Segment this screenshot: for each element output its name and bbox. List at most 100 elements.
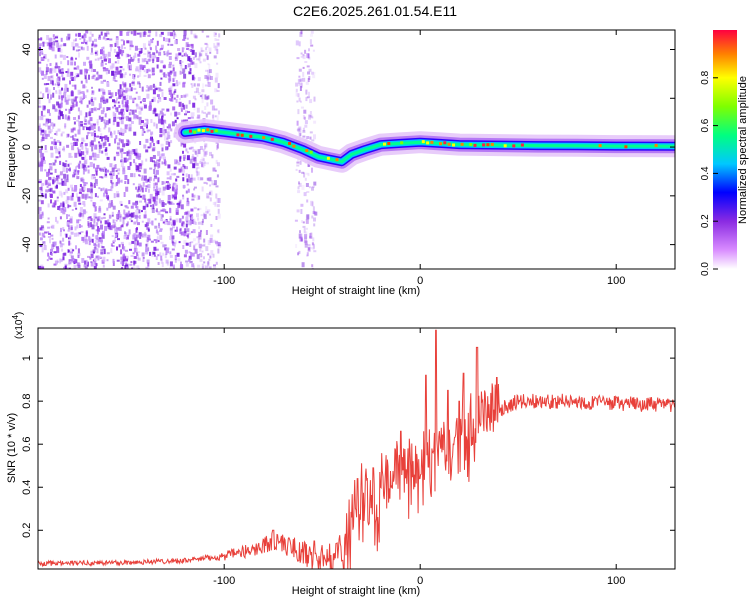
noise-speckle — [80, 231, 84, 233]
ridge-hotspot — [335, 158, 339, 162]
noise-speckle — [59, 54, 63, 58]
noise-speckle — [190, 116, 194, 119]
noise-speckle — [310, 30, 314, 34]
noise-speckle — [74, 43, 77, 48]
noise-speckle — [126, 94, 129, 100]
noise-speckle — [65, 71, 69, 73]
noise-speckle — [298, 126, 302, 130]
noise-speckle — [144, 58, 147, 62]
noise-speckle — [87, 255, 90, 258]
noise-speckle — [185, 190, 188, 194]
noise-speckle — [124, 90, 128, 94]
noise-speckle — [90, 140, 94, 146]
snr-multiplier-close: ) — [14, 312, 25, 315]
noise-speckle — [77, 129, 81, 135]
noise-speckle — [181, 222, 185, 225]
noise-speckle — [59, 171, 63, 176]
noise-speckle — [145, 222, 149, 227]
noise-speckle — [85, 85, 87, 88]
noise-speckle — [94, 167, 98, 172]
noise-speckle — [97, 255, 100, 261]
noise-speckle — [90, 182, 92, 187]
noise-speckle — [48, 37, 52, 43]
noise-speckle — [169, 254, 173, 258]
noise-speckle — [68, 214, 70, 217]
noise-speckle — [55, 156, 59, 159]
noise-speckle — [137, 222, 140, 226]
noise-speckle — [66, 174, 69, 180]
noise-speckle — [154, 182, 158, 186]
noise-speckle — [66, 71, 70, 77]
noise-speckle — [47, 109, 50, 114]
noise-speckle — [74, 152, 78, 158]
noise-speckle — [62, 77, 66, 81]
noise-speckle — [99, 199, 103, 202]
noise-speckle — [38, 179, 42, 183]
noise-speckle — [304, 240, 308, 245]
noise-speckle — [134, 109, 137, 113]
noise-speckle — [152, 89, 156, 95]
noise-speckle — [297, 186, 300, 190]
noise-speckle — [123, 116, 127, 119]
noise-speckle — [213, 55, 217, 59]
noise-speckle — [85, 231, 88, 237]
noise-speckle — [174, 189, 178, 195]
noise-speckle — [46, 259, 49, 262]
noise-speckle — [149, 204, 152, 207]
noise-speckle — [40, 161, 44, 167]
noise-speckle — [45, 118, 49, 124]
noise-speckle — [88, 241, 91, 246]
noise-speckle — [138, 232, 142, 237]
noise-speckle — [170, 112, 172, 116]
noise-speckle — [65, 160, 68, 163]
noise-speckle — [171, 239, 174, 244]
noise-speckle — [64, 116, 66, 120]
noise-speckle — [97, 57, 100, 61]
noise-speckle — [152, 143, 155, 146]
noise-speckle — [59, 243, 63, 248]
noise-speckle — [151, 67, 155, 73]
noise-speckle — [126, 54, 129, 57]
noise-speckle — [195, 167, 198, 173]
noise-speckle — [115, 36, 119, 41]
noise-speckle — [166, 177, 170, 180]
noise-speckle — [106, 107, 109, 111]
noise-speckle — [48, 168, 51, 173]
noise-speckle — [193, 188, 196, 191]
noise-speckle — [60, 100, 63, 104]
noise-speckle — [38, 206, 42, 211]
noise-speckle — [177, 81, 181, 85]
noise-speckle — [179, 60, 182, 65]
noise-speckle — [218, 33, 221, 38]
noise-speckle — [68, 108, 71, 114]
noise-speckle — [126, 31, 130, 36]
noise-speckle — [138, 50, 142, 54]
noise-speckle — [93, 125, 96, 130]
noise-speckle — [176, 202, 180, 205]
noise-speckle — [200, 214, 204, 217]
ridge-hotspot — [490, 142, 494, 146]
noise-speckle — [129, 161, 132, 166]
noise-speckle — [101, 232, 104, 236]
noise-speckle — [58, 182, 62, 185]
noise-speckle — [39, 232, 41, 236]
noise-speckle — [118, 138, 121, 142]
noise-speckle — [105, 53, 108, 57]
noise-speckle — [42, 105, 46, 111]
noise-speckle — [91, 98, 93, 102]
noise-speckle — [85, 112, 88, 118]
noise-speckle — [68, 240, 71, 246]
noise-speckle — [74, 96, 77, 102]
noise-speckle — [67, 220, 70, 222]
noise-speckle — [46, 42, 49, 47]
noise-speckle — [38, 99, 41, 105]
noise-speckle — [168, 72, 171, 77]
noise-speckle — [152, 59, 155, 64]
colorbar-tick-label: 0.8 — [700, 70, 711, 84]
noise-speckle — [141, 130, 144, 132]
noise-speckle — [177, 162, 181, 166]
noise-speckle — [42, 153, 45, 159]
noise-speckle — [52, 92, 55, 98]
noise-speckle — [136, 104, 140, 110]
